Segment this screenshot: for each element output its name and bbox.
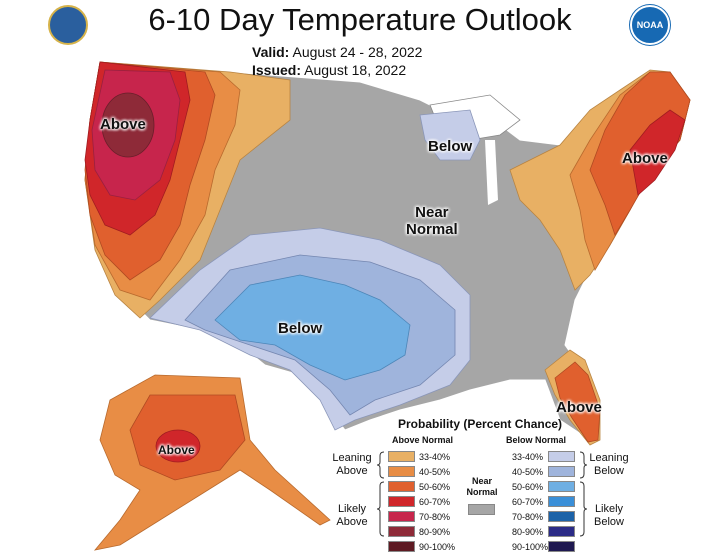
- legend-above-swatch: [388, 496, 415, 507]
- label-above-northwest: Above: [100, 116, 146, 133]
- legend-leaning-below-2: Below: [594, 465, 624, 477]
- valid-label: Valid:: [252, 44, 290, 60]
- above-west-80-90: [101, 92, 155, 158]
- legend-above-swatch: [388, 466, 415, 477]
- label-below-greatlakes: Below: [428, 138, 473, 155]
- legend-below-swatch: [548, 451, 575, 462]
- legend-above-swatch: [388, 451, 415, 462]
- legend-likely-above: Likely Above: [330, 503, 374, 529]
- legend-above-swatch: [388, 481, 415, 492]
- legend-below-label: 80-90%: [512, 527, 544, 537]
- noaa-logo-text: NOAA: [636, 20, 664, 30]
- legend-below-swatch: [548, 481, 575, 492]
- legend-below-swatch: [548, 511, 575, 522]
- doc-seal-logo: [48, 5, 88, 45]
- legend-near-1: Near: [471, 476, 492, 486]
- label-below-southcentral: Below: [278, 320, 323, 337]
- alaska-60-70: [155, 429, 201, 463]
- legend-below-label: 70-80%: [512, 512, 544, 522]
- legend-above-label: 90-100%: [419, 542, 456, 552]
- legend-above-label: 50-60%: [419, 482, 451, 492]
- legend-likely-above-1: Likely: [337, 503, 367, 515]
- legend-above-swatch: [388, 541, 415, 552]
- issued-line: Issued: August 18, 2022: [252, 62, 406, 78]
- legend-below-label: 90-100%: [512, 542, 549, 552]
- legend-below-label: 60-70%: [512, 497, 544, 507]
- legend-below-swatch: [548, 541, 575, 552]
- issued-label: Issued:: [252, 62, 302, 78]
- legend-leaning-above: Leaning Above: [330, 452, 374, 478]
- noaa-logo: NOAA: [630, 5, 670, 45]
- label-near-normal-line2: Normal: [406, 221, 458, 238]
- legend-below-swatch: [548, 466, 575, 477]
- brace-likely-above: [376, 481, 385, 537]
- brace-leaning-above: [376, 451, 385, 479]
- legend-near-2: Normal: [466, 487, 498, 497]
- legend-below-label: 33-40%: [512, 452, 544, 462]
- legend-likely-below-2: Below: [594, 516, 624, 528]
- legend-likely-below-1: Likely: [594, 503, 624, 515]
- issued-value: August 18, 2022: [304, 62, 407, 78]
- legend-above-label: 40-50%: [419, 467, 451, 477]
- legend-below-swatch: [548, 526, 575, 537]
- above-east-60-70: [629, 109, 686, 196]
- legend-above-swatch: [388, 526, 415, 537]
- legend-above-label: 60-70%: [419, 497, 451, 507]
- legend-above-swatch: [388, 511, 415, 522]
- lake-michigan: [485, 140, 498, 205]
- below-50-60: [214, 274, 411, 381]
- valid-line: Valid: August 24 - 28, 2022: [252, 44, 422, 60]
- legend-above-label: 70-80%: [419, 512, 451, 522]
- legend-title: Probability (Percent Chance): [398, 417, 563, 431]
- legend-leaning-above-2: Above: [336, 465, 368, 477]
- above-florida-50-60: [554, 361, 601, 443]
- legend-likely-below: Likely Below: [587, 503, 631, 529]
- label-above-florida: Above: [556, 399, 602, 416]
- legend-above-head: Above Normal: [392, 435, 454, 445]
- legend-near-normal-swatch: [468, 504, 495, 515]
- legend-leaning-below-1: Leaning: [589, 452, 629, 464]
- below-greatlakes: [419, 109, 481, 161]
- label-above-alaska: Above: [158, 443, 195, 457]
- legend-leaning-below: Leaning Below: [587, 452, 631, 478]
- brace-likely-below: [579, 481, 588, 537]
- label-above-northeast: Above: [622, 150, 668, 167]
- legend-near-normal-label: Near Normal: [462, 476, 502, 498]
- brace-leaning-below: [579, 451, 588, 479]
- legend-likely-above-2: Above: [336, 516, 368, 528]
- page-title: 6-10 Day Temperature Outlook: [148, 2, 572, 37]
- valid-value: August 24 - 28, 2022: [292, 44, 423, 60]
- legend-above-label: 80-90%: [419, 527, 451, 537]
- legend-below-label: 40-50%: [512, 467, 544, 477]
- legend-above-label: 33-40%: [419, 452, 451, 462]
- legend-below-swatch: [548, 496, 575, 507]
- legend-below-label: 50-60%: [512, 482, 544, 492]
- label-near-normal-line1: Near: [415, 204, 449, 221]
- legend-below-head: Below Normal: [506, 435, 567, 445]
- legend-leaning-above-1: Leaning: [332, 452, 372, 464]
- label-near-normal: Near Normal: [406, 204, 458, 238]
